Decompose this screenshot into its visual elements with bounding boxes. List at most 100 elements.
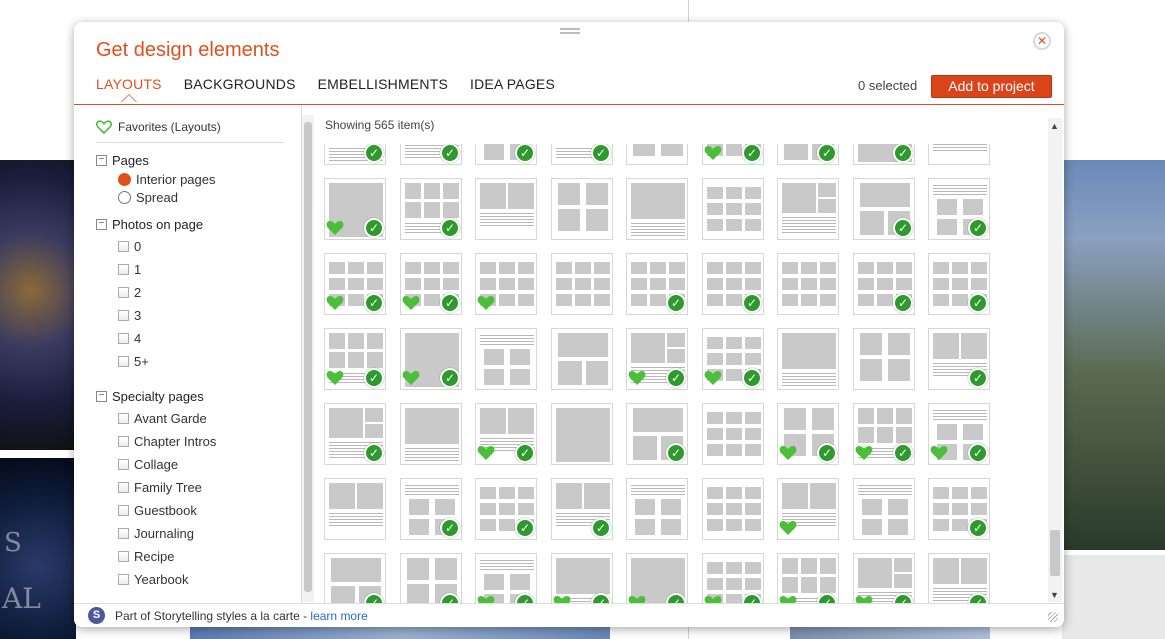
favorite-heart-icon[interactable] (477, 595, 495, 604)
layout-thumbnail[interactable] (551, 478, 613, 540)
favorite-heart-icon[interactable] (477, 445, 495, 461)
checkbox-guestbook[interactable]: Guestbook (118, 503, 197, 518)
tab-idea-pages[interactable]: IDEA PAGES (470, 76, 555, 92)
layout-thumbnail[interactable] (400, 178, 462, 240)
checkbox[interactable] (118, 436, 129, 447)
layout-thumbnail[interactable] (626, 253, 688, 315)
added-check-icon[interactable]: ✓ (968, 593, 988, 604)
layout-thumbnail[interactable] (475, 478, 537, 540)
layout-thumbnail[interactable] (702, 403, 764, 465)
checkbox[interactable] (118, 287, 129, 298)
layout-thumbnail[interactable] (324, 478, 386, 540)
added-check-icon[interactable]: ✓ (440, 218, 460, 238)
layout-thumbnail[interactable] (777, 328, 839, 390)
added-check-icon[interactable]: ✓ (893, 144, 913, 163)
checkbox[interactable] (118, 413, 129, 424)
favorite-heart-icon[interactable] (628, 595, 646, 604)
added-check-icon[interactable]: ✓ (666, 293, 686, 313)
checkbox-avant-garde[interactable]: Avant Garde (118, 411, 207, 426)
tab-embellishments[interactable]: EMBELLISHMENTS (317, 76, 448, 92)
checkbox[interactable] (118, 574, 129, 585)
added-check-icon[interactable]: ✓ (591, 144, 611, 163)
favorite-heart-icon[interactable] (477, 295, 495, 311)
group-photos-on-page[interactable]: − Photos on page (96, 217, 203, 232)
checkbox[interactable] (118, 310, 129, 321)
layout-thumbnail[interactable] (551, 403, 613, 465)
added-check-icon[interactable]: ✓ (364, 593, 384, 604)
added-check-icon[interactable]: ✓ (742, 144, 762, 163)
added-check-icon[interactable]: ✓ (515, 443, 535, 463)
collapse-icon[interactable]: − (96, 219, 107, 230)
added-check-icon[interactable]: ✓ (968, 218, 988, 238)
group-specialty-pages[interactable]: − Specialty pages (96, 389, 204, 404)
tab-backgrounds[interactable]: BACKGROUNDS (183, 76, 296, 92)
layout-thumbnail[interactable] (626, 478, 688, 540)
added-check-icon[interactable]: ✓ (968, 368, 988, 388)
favorite-heart-icon[interactable] (779, 445, 797, 461)
favorites-filter[interactable]: Favorites (Layouts) (96, 120, 221, 134)
checkbox[interactable] (118, 264, 129, 275)
added-check-icon[interactable]: ✓ (817, 593, 837, 604)
layout-thumbnail[interactable] (324, 553, 386, 604)
favorite-heart-icon[interactable] (930, 445, 948, 461)
added-check-icon[interactable]: ✓ (591, 518, 611, 538)
layout-thumbnail[interactable] (400, 403, 462, 465)
checkbox-collage[interactable]: Collage (118, 457, 178, 472)
layout-thumbnail[interactable] (777, 178, 839, 240)
layout-thumbnail[interactable] (626, 178, 688, 240)
added-check-icon[interactable]: ✓ (364, 293, 384, 313)
checkbox-family-tree[interactable]: Family Tree (118, 480, 202, 495)
checkbox-journaling[interactable]: Journaling (118, 526, 194, 541)
checkbox-photos-5plus[interactable]: 5+ (118, 354, 149, 369)
added-check-icon[interactable]: ✓ (515, 518, 535, 538)
tab-layouts[interactable]: LAYOUTS (96, 76, 162, 102)
favorite-heart-icon[interactable] (855, 595, 873, 604)
checkbox-photos-0[interactable]: 0 (118, 239, 141, 254)
radio-spread[interactable]: Spread (118, 190, 178, 205)
added-check-icon[interactable]: ✓ (817, 443, 837, 463)
checkbox-photos-3[interactable]: 3 (118, 308, 141, 323)
added-check-icon[interactable]: ✓ (440, 368, 460, 388)
checkbox-chapter-intros[interactable]: Chapter Intros (118, 434, 216, 449)
added-check-icon[interactable]: ✓ (666, 368, 686, 388)
favorite-heart-icon[interactable] (326, 295, 344, 311)
checkbox[interactable] (118, 333, 129, 344)
checkbox[interactable] (118, 482, 129, 493)
favorite-heart-icon[interactable] (779, 595, 797, 604)
checkbox[interactable] (118, 528, 129, 539)
layout-thumbnail[interactable] (702, 178, 764, 240)
added-check-icon[interactable]: ✓ (364, 218, 384, 238)
favorite-heart-icon[interactable] (779, 520, 797, 536)
learn-more-link[interactable]: learn more (310, 609, 368, 623)
added-check-icon[interactable]: ✓ (968, 293, 988, 313)
add-to-project-button[interactable]: Add to project (931, 75, 1052, 98)
added-check-icon[interactable]: ✓ (364, 368, 384, 388)
layout-thumbnail[interactable] (626, 144, 688, 165)
favorite-heart-icon[interactable] (326, 370, 344, 386)
layout-thumbnail[interactable] (853, 328, 915, 390)
layout-thumbnail[interactable] (853, 478, 915, 540)
added-check-icon[interactable]: ✓ (893, 218, 913, 238)
favorite-heart-icon[interactable] (704, 145, 722, 161)
group-pages[interactable]: − Pages (96, 153, 149, 168)
checkbox-yearbook[interactable]: Yearbook (118, 572, 188, 587)
sidebar-scrollbar-thumb[interactable] (304, 122, 312, 592)
favorite-heart-icon[interactable] (402, 370, 420, 386)
radio-button[interactable] (118, 191, 131, 204)
collapse-icon[interactable]: − (96, 391, 107, 402)
favorite-heart-icon[interactable] (704, 595, 722, 604)
added-check-icon[interactable]: ✓ (440, 518, 460, 538)
favorite-heart-icon[interactable] (326, 220, 344, 236)
layout-thumbnail[interactable] (324, 403, 386, 465)
close-icon[interactable]: ✕ (1033, 32, 1051, 50)
added-check-icon[interactable]: ✓ (742, 293, 762, 313)
added-check-icon[interactable]: ✓ (666, 593, 686, 604)
checkbox[interactable] (118, 459, 129, 470)
added-check-icon[interactable]: ✓ (817, 144, 837, 163)
added-check-icon[interactable]: ✓ (666, 443, 686, 463)
checkbox[interactable] (118, 241, 129, 252)
added-check-icon[interactable]: ✓ (742, 593, 762, 604)
added-check-icon[interactable]: ✓ (440, 593, 460, 604)
added-check-icon[interactable]: ✓ (893, 593, 913, 604)
collapse-icon[interactable]: − (96, 155, 107, 166)
